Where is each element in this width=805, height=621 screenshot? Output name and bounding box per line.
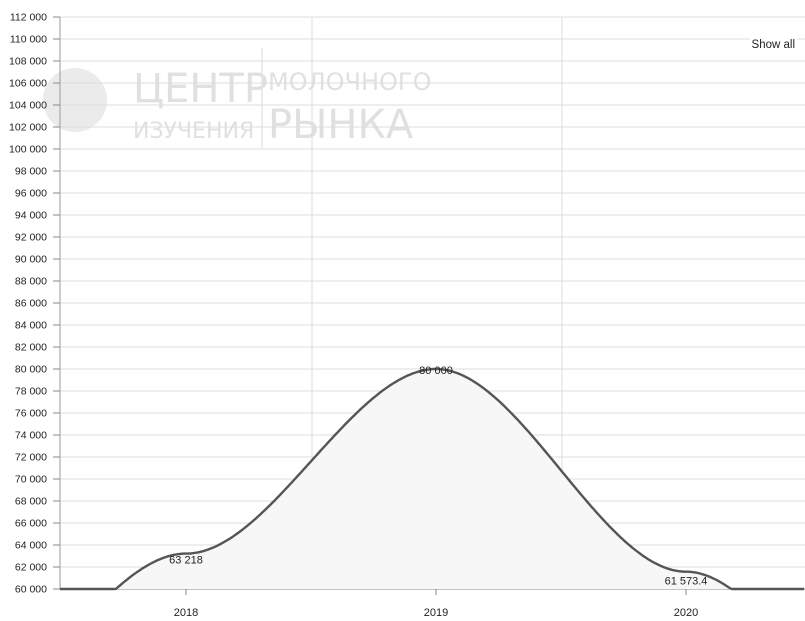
y-tick-label: 112 000: [10, 12, 47, 24]
y-tick-label: 104 000: [9, 100, 47, 112]
data-labels: 63 218 80 000 61 573.4: [169, 365, 707, 588]
watermark-logo-icon: [43, 68, 107, 132]
y-tick-label: 108 000: [9, 56, 47, 68]
y-tick-label: 76 000: [15, 408, 47, 420]
y-tick-label: 84 000: [15, 320, 47, 332]
data-label: 61 573.4: [665, 576, 708, 588]
y-tick-label: 64 000: [15, 540, 47, 552]
y-tick-label: 110 000: [10, 34, 47, 46]
y-tick-label: 62 000: [15, 562, 47, 574]
series-line: [60, 367, 804, 591]
x-tick-label: 2018: [174, 607, 198, 619]
x-tick-label: 2019: [424, 607, 448, 619]
y-tick-label: 60 000: [15, 584, 47, 596]
y-tick-label: 88 000: [15, 276, 47, 288]
series-area: [60, 369, 805, 589]
data-label: 80 000: [419, 365, 453, 377]
y-tick-label: 72 000: [15, 452, 47, 464]
y-tick-label: 78 000: [15, 386, 47, 398]
show-all-button[interactable]: Show all: [749, 38, 797, 52]
watermark: ЦЕНТР МОЛОЧНОГО ИЗУЧЕНИЯ РЫНКА: [43, 48, 431, 148]
x-tick-label: 2020: [674, 607, 698, 619]
y-tick-label: 100 000: [9, 144, 47, 156]
y-tick-label: 68 000: [15, 496, 47, 508]
watermark-text: ЦЕНТР: [133, 66, 268, 112]
data-label: 63 218: [169, 555, 203, 567]
series: [60, 367, 805, 591]
y-tick-label: 96 000: [15, 188, 47, 200]
y-tick-label: 70 000: [15, 474, 47, 486]
y-tick-label: 90 000: [15, 254, 47, 266]
y-tick-label: 106 000: [9, 78, 47, 90]
y-tick-label: 94 000: [15, 210, 47, 222]
watermark-text: МОЛОЧНОГО: [268, 68, 431, 96]
x-axis: 2018 2019 2020: [60, 588, 805, 619]
watermark-text: РЫНКА: [268, 102, 414, 148]
y-tick-label: 86 000: [15, 298, 47, 310]
y-tick-label: 98 000: [15, 166, 47, 178]
y-tick-label: 80 000: [15, 364, 47, 376]
y-tick-label: 82 000: [15, 342, 47, 354]
y-tick-label: 92 000: [15, 232, 47, 244]
y-tick-label: 74 000: [15, 430, 47, 442]
watermark-text: ИЗУЧЕНИЯ: [133, 119, 254, 144]
y-axis: 60 000 62 000 64 000 66 000 68 000 70 000 72 0…: [9, 12, 61, 596]
y-tick-label: 66 000: [15, 518, 47, 530]
y-tick-label: 102 000: [9, 122, 47, 134]
